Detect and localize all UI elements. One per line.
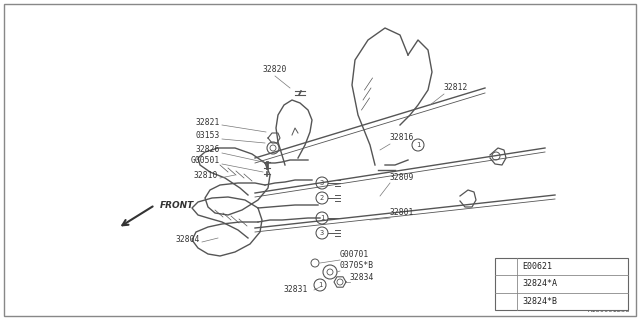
Text: 32834: 32834 [350,273,374,282]
Text: E00621: E00621 [522,262,552,271]
Text: FRONT: FRONT [160,201,195,210]
Text: 32810: 32810 [194,171,218,180]
Text: 32809: 32809 [390,173,414,182]
Text: 3: 3 [504,297,508,306]
Text: 32826: 32826 [196,145,220,154]
Text: 32824*B: 32824*B [522,297,557,306]
Text: 32821: 32821 [196,118,220,127]
Text: 03153: 03153 [196,131,220,140]
Text: 3: 3 [320,230,324,236]
Text: 2: 2 [320,195,324,201]
Text: 32816: 32816 [390,133,414,142]
Text: 32820: 32820 [263,65,287,74]
Text: G00701: G00701 [340,250,369,259]
Text: 1: 1 [504,262,508,271]
Text: 32801: 32801 [390,208,414,217]
Text: 32831: 32831 [284,285,308,294]
Text: G00501: G00501 [191,156,220,165]
Text: 1: 1 [318,282,322,288]
Text: 32804: 32804 [175,235,200,244]
Text: 1: 1 [320,215,324,221]
Text: 32812: 32812 [444,83,468,92]
Text: 32824*A: 32824*A [522,279,557,289]
Text: 2: 2 [504,279,508,289]
Text: 1: 1 [416,142,420,148]
Bar [495,258,628,310]
Text: 0370S*B: 0370S*B [340,261,374,270]
Text: A130001238: A130001238 [588,307,630,313]
Text: 3: 3 [320,180,324,186]
